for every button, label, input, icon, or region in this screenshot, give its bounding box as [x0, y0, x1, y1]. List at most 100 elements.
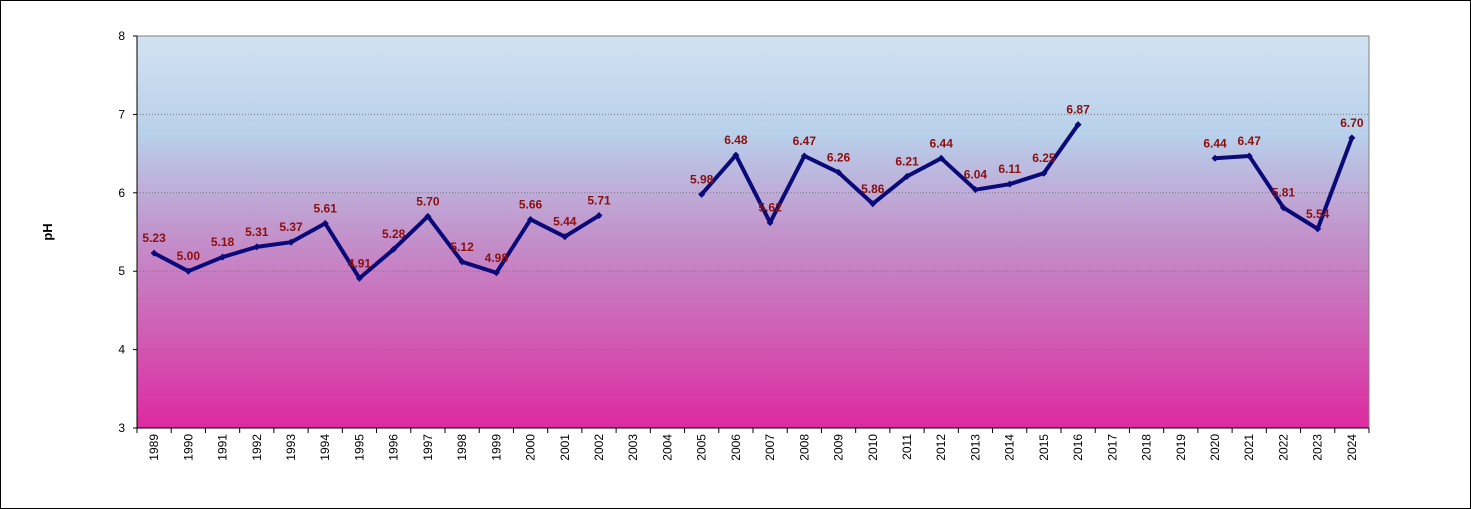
data-point — [800, 152, 808, 160]
data-point — [1279, 204, 1287, 212]
x-tick-label: 1989 — [147, 434, 161, 461]
x-tick-label: 2012 — [934, 434, 948, 461]
data-point — [1314, 225, 1322, 233]
data-point — [766, 219, 774, 227]
data-point — [390, 245, 398, 253]
x-tick-label: 1993 — [284, 434, 298, 461]
data-label: 6.44 — [1203, 136, 1227, 150]
x-tick-label: 2020 — [1208, 434, 1222, 461]
plot-area — [136, 35, 1370, 429]
x-tick-label: 2015 — [1037, 434, 1051, 461]
data-label: 5.28 — [382, 227, 406, 241]
data-label: 5.62 — [758, 201, 782, 215]
data-point — [1040, 169, 1048, 177]
x-tick-label: 2002 — [592, 434, 606, 461]
data-label: 6.48 — [724, 133, 748, 147]
data-label: 6.11 — [998, 162, 1021, 176]
x-tick-label: 2021 — [1242, 434, 1256, 461]
data-label: 5.54 — [1306, 207, 1330, 221]
data-point — [355, 274, 363, 282]
y-axis-title: pH — [40, 223, 55, 240]
data-label: 5.98 — [690, 172, 714, 186]
data-point — [698, 190, 706, 198]
x-tick-label: 2004 — [660, 434, 674, 461]
x-tick-label: 2019 — [1174, 434, 1188, 461]
x-tick-label: 2007 — [763, 434, 777, 461]
data-label: 5.31 — [245, 225, 269, 239]
data-point — [971, 186, 979, 194]
x-tick-label: 2000 — [524, 434, 538, 461]
x-tick-label: 2010 — [866, 434, 880, 461]
data-point — [595, 212, 603, 220]
x-tick-label: 2023 — [1311, 434, 1325, 461]
x-tick-label: 1994 — [318, 434, 332, 461]
x-tick-label: 2017 — [1105, 434, 1119, 461]
data-label: 4.98 — [485, 251, 509, 265]
data-label: 5.70 — [416, 194, 440, 208]
x-tick-label: 1995 — [352, 434, 366, 461]
x-tick-label: 1999 — [489, 434, 503, 461]
data-labels: 5.23 5.00 5.18 5.31 5.37 5.61 4.91 5.28 5.70 5.12… — [142, 103, 1363, 271]
data-point — [424, 212, 432, 220]
data-point — [184, 267, 192, 275]
data-point — [1348, 134, 1356, 142]
x-tick-label: 1997 — [421, 434, 435, 461]
x-tick-label: 2011 — [900, 434, 914, 460]
data-label: 5.18 — [211, 235, 235, 249]
data-label: 5.61 — [314, 201, 338, 215]
data-label: 6.47 — [1238, 134, 1262, 148]
data-label: 5.12 — [450, 240, 474, 254]
data-point — [903, 172, 911, 180]
x-tick-label: 2006 — [729, 434, 743, 461]
x-tick-label: 1998 — [455, 434, 469, 461]
data-label: 6.44 — [930, 136, 954, 150]
data-point — [937, 154, 945, 162]
data-label: 5.44 — [553, 215, 577, 229]
y-tick-label: 8 — [118, 29, 125, 43]
x-tick-label: 2008 — [797, 434, 811, 461]
data-label: 5.81 — [1272, 186, 1296, 200]
x-tick-label: 2001 — [558, 434, 572, 461]
data-label: 5.86 — [861, 182, 885, 196]
data-label: 6.26 — [827, 150, 851, 164]
data-label: 6.25 — [1032, 151, 1056, 165]
data-label: 5.37 — [279, 220, 303, 234]
x-tick-label: 2003 — [626, 434, 640, 461]
data-point — [1006, 180, 1014, 188]
x-tick-label: 2022 — [1276, 434, 1290, 461]
x-tick-label: 1992 — [250, 434, 264, 461]
data-label: 6.87 — [1066, 103, 1090, 117]
x-tick-label: 2005 — [695, 434, 709, 461]
y-tick-label: 3 — [118, 421, 125, 435]
data-point — [219, 253, 227, 261]
x-tick-label: 2009 — [832, 434, 846, 461]
data-label: 6.04 — [964, 168, 988, 182]
data-label: 6.21 — [895, 154, 919, 168]
x-tick-label: 1991 — [216, 434, 230, 461]
y-tick-label: 4 — [118, 343, 125, 357]
x-tick-label: 2016 — [1071, 434, 1085, 461]
x-tick-label: 1990 — [181, 434, 195, 461]
x-tick-label: 2013 — [968, 434, 982, 461]
data-label: 4.91 — [348, 256, 372, 270]
data-point — [1074, 121, 1082, 129]
data-point — [287, 238, 295, 246]
y-tick-label: 6 — [118, 186, 125, 200]
data-point — [1245, 152, 1253, 160]
x-tick-label: 2018 — [1140, 434, 1154, 461]
data-point — [458, 258, 466, 266]
x-tick-label: 2014 — [1003, 434, 1017, 461]
data-point — [321, 219, 329, 227]
series-line-segment — [153, 213, 601, 281]
data-point — [527, 215, 535, 223]
axes: 3 4 5 6 7 8 1989 1990 1991 1992 1993 1994 1995 1996 19… — [118, 29, 1370, 461]
x-tick-label: 1996 — [387, 434, 401, 461]
data-label: 6.70 — [1340, 116, 1364, 130]
data-point — [732, 151, 740, 159]
series — [150, 121, 1356, 282]
data-label: 5.23 — [142, 231, 166, 245]
data-point — [253, 243, 261, 251]
data-label: 6.47 — [793, 134, 817, 148]
data-point — [150, 249, 158, 257]
